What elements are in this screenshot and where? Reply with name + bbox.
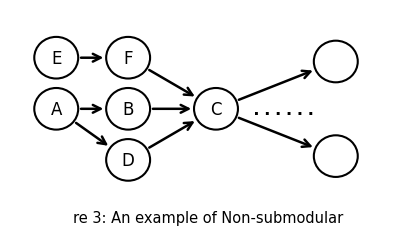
- Ellipse shape: [194, 89, 238, 130]
- Text: B: B: [122, 100, 134, 118]
- Ellipse shape: [106, 139, 150, 181]
- Ellipse shape: [106, 89, 150, 130]
- Text: F: F: [124, 49, 133, 67]
- Text: A: A: [51, 100, 62, 118]
- Ellipse shape: [34, 38, 78, 79]
- Text: C: C: [210, 100, 222, 118]
- Text: ......: ......: [251, 100, 317, 118]
- Ellipse shape: [106, 38, 150, 79]
- Text: E: E: [51, 49, 62, 67]
- Text: D: D: [122, 151, 134, 169]
- Ellipse shape: [314, 42, 358, 83]
- Text: re 3: An example of Non-submodular: re 3: An example of Non-submodular: [73, 210, 343, 225]
- Ellipse shape: [314, 136, 358, 177]
- Ellipse shape: [34, 89, 78, 130]
